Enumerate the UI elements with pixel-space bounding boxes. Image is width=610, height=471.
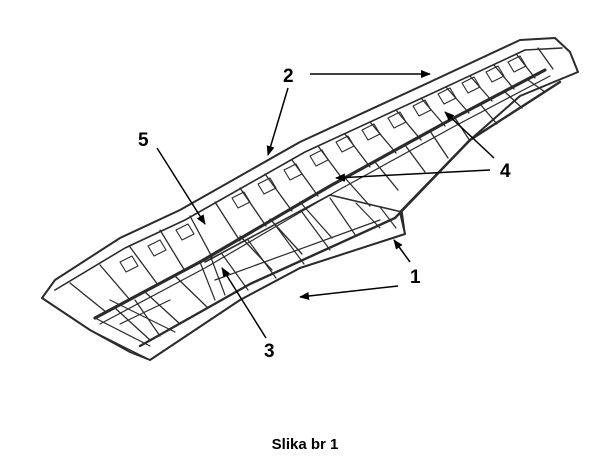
leading-edge [54,47,563,291]
leader-1-b [393,239,411,263]
leader-1 [299,285,399,300]
figure-caption: Slika br 1 [271,436,339,453]
flap-ribs [214,197,397,291]
callout-label-5: 5 [138,130,149,151]
callout-label-2: 2 [283,66,294,87]
rear-spar [138,80,562,348]
wing-frame [41,37,579,361]
root-bracing [94,254,226,347]
main-spar [93,68,547,320]
callout-label-1: 1 [410,267,421,288]
rib-cutouts [119,55,527,273]
rear-ribs [114,79,546,341]
callout-labels: 1 2 3 4 5 [138,66,511,362]
wing-structure-diagram: 1 2 3 4 5 [41,37,579,362]
front-ribs [69,47,554,313]
callout-label-3: 3 [264,341,275,362]
leader-5 [156,147,206,225]
callout-leaders [156,70,495,339]
leader-2-b [266,87,289,156]
callout-label-4: 4 [500,161,511,182]
main-spar-shadow [99,75,551,325]
flap-section [194,194,406,331]
leader-4-b [444,111,495,159]
leader-4 [335,169,491,182]
leader-3 [221,267,267,339]
trailing-edge [41,297,196,361]
